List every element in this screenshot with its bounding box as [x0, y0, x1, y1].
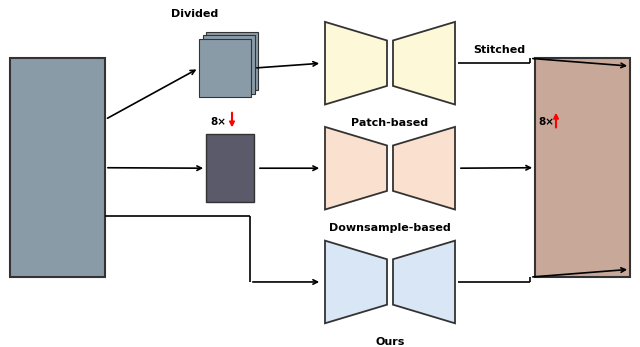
Bar: [202, 35, 255, 94]
Bar: [199, 39, 251, 97]
Text: Ours: Ours: [375, 337, 404, 347]
Bar: [206, 134, 254, 202]
Polygon shape: [393, 240, 455, 323]
Bar: [10, 58, 105, 277]
Polygon shape: [325, 127, 387, 210]
Text: 8×: 8×: [210, 117, 226, 127]
Polygon shape: [325, 240, 387, 323]
Polygon shape: [393, 22, 455, 104]
Polygon shape: [393, 127, 455, 210]
Text: Stitched: Stitched: [473, 45, 525, 56]
Text: Patch-based: Patch-based: [351, 118, 429, 128]
Text: Downsample-based: Downsample-based: [329, 223, 451, 233]
Text: Divided: Divided: [172, 9, 219, 19]
Bar: [535, 58, 630, 277]
Text: 8×: 8×: [538, 117, 554, 127]
Polygon shape: [325, 22, 387, 104]
Bar: [206, 32, 258, 91]
